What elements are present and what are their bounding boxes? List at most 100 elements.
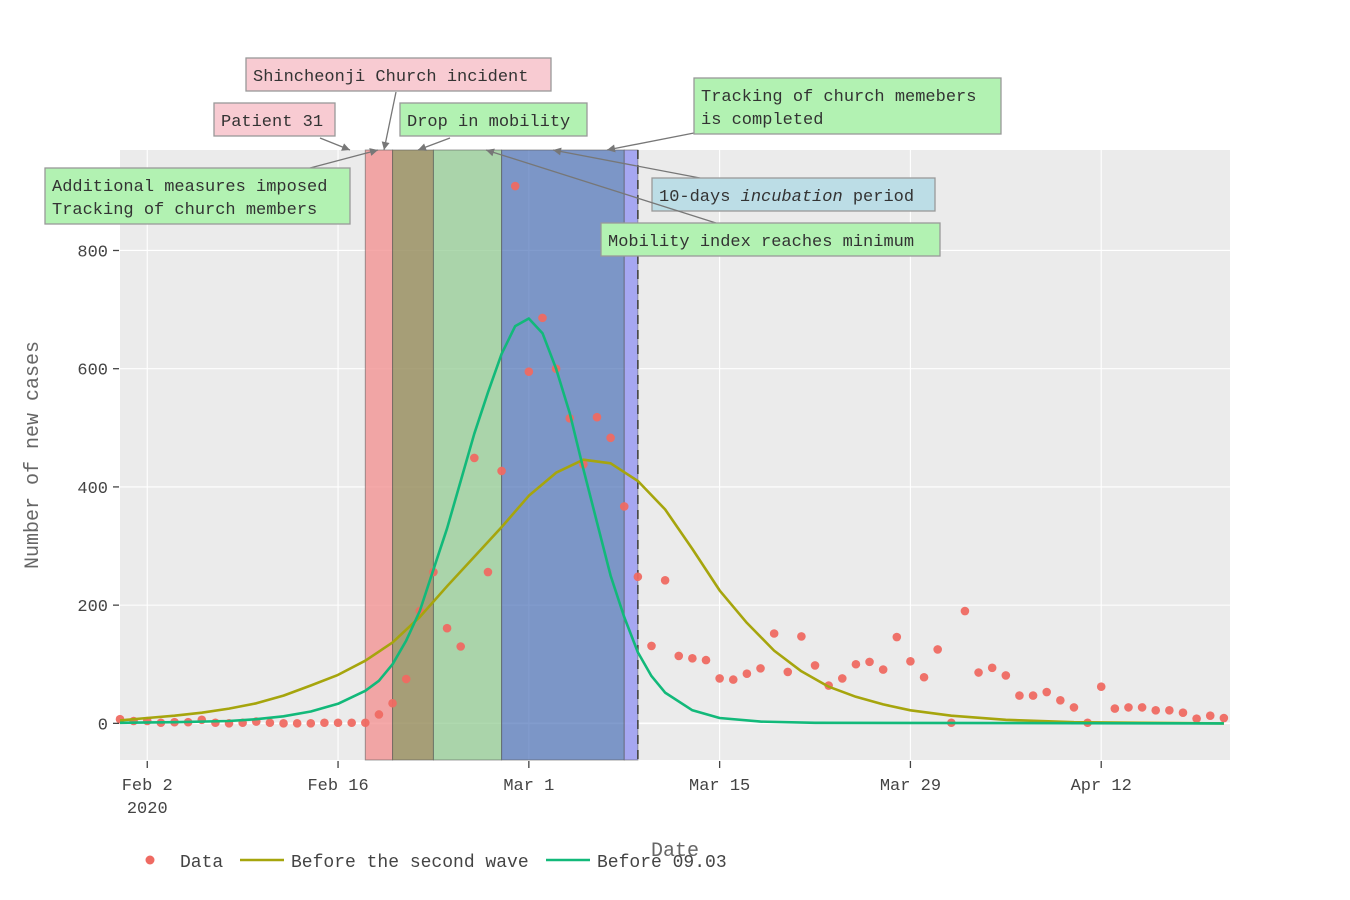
data-point <box>865 657 874 667</box>
annotation-arrowhead <box>369 148 378 156</box>
annotation-text: Tracking of church memebers <box>701 88 976 107</box>
data-point <box>878 665 888 674</box>
annotation-text: Additional measures imposed <box>52 178 327 197</box>
annotation-measures: Additional measures imposed Tracking of c… <box>44 148 379 225</box>
annotation-text: Patient 31 <box>221 113 323 132</box>
y-tick-label: 0 <box>98 716 108 735</box>
data-point <box>211 718 220 728</box>
data-point <box>1151 706 1161 715</box>
legend-label: Before the second wave <box>291 853 529 873</box>
annotation-arrow <box>606 132 695 151</box>
data-point <box>647 641 656 651</box>
annotation-arrowhead <box>381 141 390 150</box>
data-point <box>633 572 643 582</box>
data-point <box>1015 691 1024 700</box>
legend-item[interactable]: Before 09.03 <box>546 853 727 873</box>
x-tick-label: Apr 12 <box>1071 777 1132 796</box>
annotation-patient31: Patient 31 <box>213 102 351 151</box>
data-point <box>388 698 397 708</box>
data-point <box>619 502 629 511</box>
data-point <box>660 576 670 585</box>
data-point <box>292 719 302 728</box>
annotation-arrow <box>485 149 717 224</box>
data-point <box>837 674 847 683</box>
annotation-arrowhead <box>486 148 495 157</box>
annotation-box <box>213 102 336 137</box>
data-point <box>797 632 806 641</box>
data-point <box>1110 704 1120 713</box>
data-point <box>906 656 915 666</box>
data-point <box>347 718 356 728</box>
annotation-text: Tracking of church members <box>52 201 317 220</box>
data-point <box>361 718 370 728</box>
annotation-incubation: 10-days incubation period <box>552 147 936 212</box>
annotation-box <box>651 177 936 212</box>
data-point <box>483 567 493 577</box>
data-point <box>497 466 506 476</box>
data-point <box>1178 708 1188 718</box>
data-point <box>1056 696 1065 705</box>
annotation-text-part: incubation <box>741 188 843 207</box>
data-point <box>1124 703 1133 712</box>
data-point <box>688 654 697 663</box>
data-point <box>1205 711 1215 720</box>
annotation-arrowhead <box>341 143 350 151</box>
annotation-arrowhead <box>418 143 427 151</box>
annotation-arrow <box>552 149 701 179</box>
data-point <box>769 629 779 638</box>
legend-item[interactable]: Data <box>145 853 224 873</box>
data-point <box>265 718 275 728</box>
x-tick-label: Feb 16 <box>307 777 368 796</box>
data-point <box>1069 703 1079 712</box>
data-point <box>456 642 465 651</box>
data-point <box>919 672 929 682</box>
x-tick-sublabel: 2020 <box>127 800 168 819</box>
data-point <box>674 651 684 661</box>
data-point <box>320 718 329 728</box>
data-point <box>933 645 942 654</box>
data-point <box>987 663 997 673</box>
annotation-mobility_min: Mobility index reaches minimum <box>485 148 941 257</box>
data-point <box>851 659 861 669</box>
x-tick-label: Mar 29 <box>880 777 941 796</box>
annotation-tracking_done: Tracking of church memebers is completed <box>606 77 1002 153</box>
data-point <box>1001 671 1011 680</box>
data-point <box>742 669 752 679</box>
annotation-box <box>44 167 351 225</box>
data-point <box>756 664 765 673</box>
y-tick-label: 200 <box>77 598 108 617</box>
data-point <box>974 668 983 677</box>
data-point <box>1165 706 1174 715</box>
annotation-text-part: 10-days <box>659 188 741 207</box>
data-point <box>470 453 479 463</box>
legend-marker <box>145 855 155 865</box>
annotation-box <box>600 222 941 257</box>
data-point <box>306 719 316 728</box>
data-point <box>333 718 343 728</box>
data-point <box>892 632 902 642</box>
data-point <box>728 675 738 684</box>
annotation-box <box>399 102 588 137</box>
annotation-text-part: period <box>843 188 914 207</box>
data-point <box>1096 682 1106 692</box>
x-axis-title: Date <box>651 840 699 863</box>
legend-item[interactable]: Before the second wave <box>240 853 529 873</box>
annotation-arrowhead <box>607 144 616 153</box>
y-tick-label: 400 <box>77 480 108 499</box>
annotation-box <box>693 77 1002 135</box>
annotation-text: Shincheonji Church incident <box>253 68 528 87</box>
y-tick-label: 800 <box>77 243 108 262</box>
data-point <box>510 181 520 191</box>
legend-label: Data <box>180 853 223 873</box>
annotation-text: Mobility index reaches minimum <box>608 233 914 252</box>
data-point <box>701 655 711 665</box>
annotation-text: is completed <box>701 111 823 130</box>
annotation-shincheonji: Shincheonji Church incident <box>245 57 552 151</box>
annotation-box <box>245 57 552 92</box>
data-point <box>374 710 384 719</box>
x-tick-label: Mar 15 <box>689 777 750 796</box>
data-point <box>783 667 793 677</box>
annotation-arrow <box>309 149 379 169</box>
annotation-text: 10-days incubation period <box>659 188 914 207</box>
data-point <box>1028 691 1038 700</box>
